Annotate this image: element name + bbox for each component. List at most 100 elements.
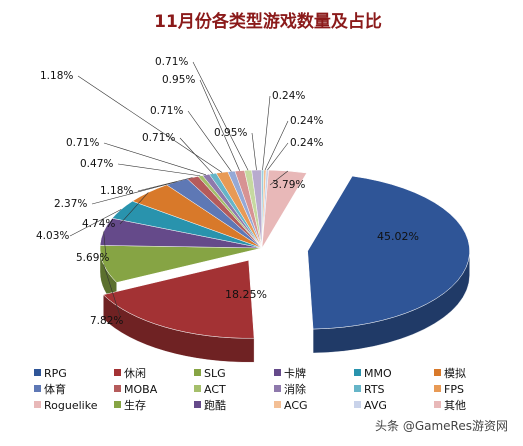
legend-label: RTS [364, 383, 385, 396]
legend-item: 跑酷 [194, 398, 226, 412]
legend-label: ACT [204, 383, 226, 396]
slice-value-label: 0.24% [290, 137, 323, 149]
legend-item: ACG [274, 399, 308, 412]
leader-line [103, 264, 121, 317]
leader-line [103, 231, 107, 258]
leader-line [269, 170, 289, 186]
legend-swatch [194, 401, 201, 408]
slice-value-label: 3.79% [272, 179, 305, 191]
legend-label: SLG [204, 367, 226, 380]
leader-line [187, 110, 232, 172]
legend-item: AVG [354, 399, 387, 412]
slice-value-label: 0.71% [142, 132, 175, 144]
leader-line [137, 177, 193, 192]
legend-swatch [194, 385, 201, 392]
legend-swatch [274, 369, 281, 376]
leader-line [199, 79, 240, 171]
slice-value-label: 0.47% [80, 158, 113, 170]
legend-item: MOBA [114, 383, 158, 396]
legend-swatch [114, 385, 121, 392]
legend-swatch [434, 401, 441, 408]
legend-item: 消除 [274, 382, 306, 396]
leader-line [77, 75, 223, 173]
legend-swatch [274, 401, 281, 408]
pie-slice [307, 175, 470, 330]
slice-value-label: 4.74% [82, 218, 115, 230]
legend-swatch [434, 385, 441, 392]
slice-value-label: 2.37% [54, 198, 87, 210]
legend-item: 生存 [114, 398, 146, 412]
legend-label: MMO [364, 367, 392, 380]
leader-line [103, 142, 206, 176]
legend-item: 休闲 [114, 366, 146, 380]
slice-value-label: 1.18% [100, 185, 133, 197]
legend-label: MOBA [124, 383, 158, 396]
legend-item: RPG [34, 367, 67, 380]
slice-value-label: 45.02% [377, 230, 419, 243]
chart-title: 11月份各类型游戏数量及占比 [154, 11, 382, 32]
legend-item: MMO [354, 367, 392, 380]
legend-swatch [434, 369, 441, 376]
legend-label: 卡牌 [284, 366, 306, 380]
slice-value-label: 18.25% [225, 288, 267, 301]
leader-line [262, 95, 271, 171]
legend-label: 体育 [44, 382, 66, 396]
pie-slice [102, 259, 255, 339]
leader-line [251, 132, 257, 171]
legend-swatch [34, 401, 41, 408]
slice-value-label: 7.82% [90, 315, 123, 327]
legend-swatch [114, 369, 121, 376]
slice-value-label: 0.71% [155, 56, 188, 68]
legend-item: 卡牌 [274, 366, 306, 380]
legend-label: ACG [284, 399, 308, 412]
watermark-text: 头条 @GameRes游资网 [375, 419, 508, 433]
legend-label: FPS [444, 383, 464, 396]
legend-label: Roguelike [44, 399, 98, 412]
leader-line [117, 163, 201, 177]
legend-label: RPG [44, 367, 67, 380]
legend-item: 体育 [34, 382, 66, 396]
leader-line [192, 61, 249, 171]
legend-label: 生存 [124, 398, 146, 412]
legend-label: 其他 [444, 399, 466, 412]
legend-swatch [354, 401, 361, 408]
legend-label: AVG [364, 399, 387, 412]
legend-swatch [354, 385, 361, 392]
slice-labels: 45.02% 18.25% 7.82% 5.69% 4.03% 4.74% 2.37% 1.1… [36, 56, 419, 327]
slice-value-label: 4.03% [36, 230, 69, 242]
legend-swatch [34, 385, 41, 392]
leader-line [264, 120, 289, 171]
slice-value-label: 0.71% [66, 137, 99, 149]
slice-value-label: 0.24% [290, 115, 323, 127]
slice-value-label: 0.24% [272, 90, 305, 102]
legend-item: 模拟 [434, 366, 466, 380]
slice-value-label: 0.95% [214, 127, 247, 139]
legend-label: 模拟 [444, 366, 466, 380]
watermark: 头条 @GameRes游资网 [375, 419, 508, 433]
pie-layer [99, 169, 470, 363]
legend-item: SLG [194, 367, 226, 380]
legend-swatch [194, 369, 201, 376]
legend-swatch [114, 401, 121, 408]
legend-swatch [34, 369, 41, 376]
legend-item: RTS [354, 383, 385, 396]
legend-swatch [354, 369, 361, 376]
leader-line [119, 192, 149, 225]
leader-line [267, 142, 289, 171]
leader-line [179, 137, 213, 174]
legend-item: Roguelike [34, 399, 98, 412]
leader-line [69, 209, 122, 237]
legend-label: 消除 [284, 382, 306, 396]
legend-item: FPS [434, 383, 464, 396]
leader-line [91, 181, 177, 205]
legend-item: 其他 [434, 399, 466, 412]
legend-item: ACT [194, 383, 226, 396]
legend-label: 休闲 [124, 366, 146, 380]
slice-value-label: 1.18% [40, 70, 73, 82]
legend-swatch [274, 385, 281, 392]
slice-value-label: 0.95% [162, 74, 195, 86]
slice-value-label: 5.69% [76, 252, 109, 264]
slice-value-label: 0.71% [150, 105, 183, 117]
